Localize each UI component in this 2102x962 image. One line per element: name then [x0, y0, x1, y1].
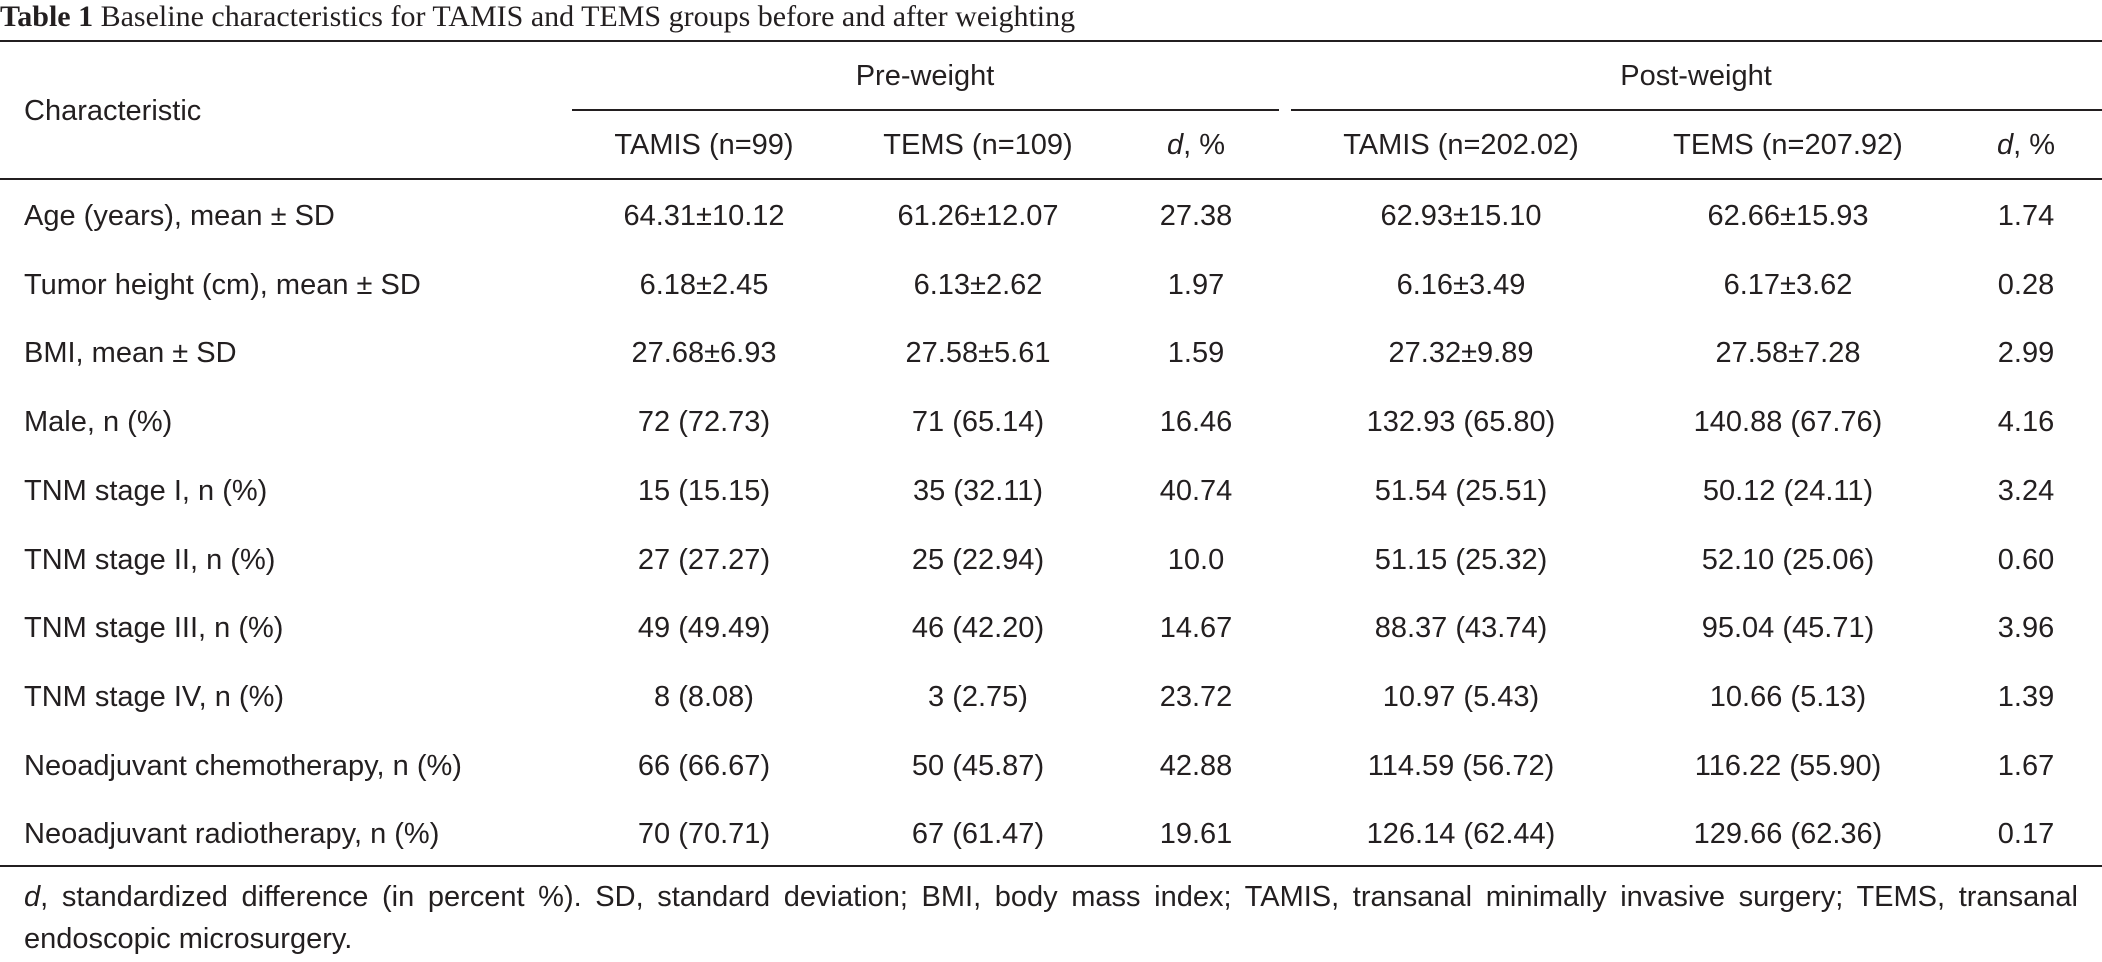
header-rule [0, 178, 2102, 180]
d-symbol: d [1166, 129, 1184, 161]
table-cell: 23.72 [1159, 681, 1233, 713]
table-cell: 0.28 [1997, 269, 2055, 301]
table-caption: Table 1 Baseline characteristics for TAM… [0, 0, 1075, 40]
d-symbol: d [1996, 129, 2014, 161]
table-cell: 27.58±7.28 [1715, 337, 1861, 369]
column-header: TEMS (n=109) [883, 129, 1073, 161]
table-cell: 8 (8.08) [654, 681, 754, 713]
table-cell: 72 (72.73) [637, 406, 771, 438]
table-cell: 71 (65.14) [911, 406, 1045, 438]
table-cell: 66 (66.67) [637, 750, 771, 782]
post-weight-underline [1291, 109, 2102, 111]
table-cell: 19.61 [1159, 818, 1233, 850]
column-header: TAMIS (n=202.02) [1343, 129, 1579, 161]
top-rule [0, 40, 2102, 42]
column-header-label: , % [1183, 129, 1226, 161]
table-cell: 3 (2.75) [928, 681, 1028, 713]
header-post-weight: Post-weight [1620, 60, 1772, 92]
table-cell: 3.24 [1997, 475, 2055, 507]
table-footnote: d, standardized difference (in percent %… [24, 876, 2078, 960]
table-cell: 51.54 (25.51) [1374, 475, 1548, 507]
table-cell: 35 (32.11) [912, 475, 1044, 507]
table-cell: 16.46 [1159, 406, 1233, 438]
table-cell: 50 (45.87) [911, 750, 1045, 782]
footnote-d-symbol: d [24, 881, 41, 913]
table-cell: 25 (22.94) [911, 544, 1045, 576]
row-label: TNM stage III, n (%) [24, 612, 284, 644]
table-cell: 10.0 [1167, 544, 1225, 576]
table-cell: 27.32±9.89 [1388, 337, 1534, 369]
table-cell: 42.88 [1159, 750, 1233, 782]
table-cell: 116.22 (55.90) [1694, 750, 1882, 782]
bottom-rule [0, 865, 2102, 867]
table-cell: 1.39 [1997, 681, 2055, 713]
column-header: d, % [1167, 125, 1225, 165]
table-cell: 6.16±3.49 [1396, 269, 1526, 301]
table-cell: 46 (42.20) [911, 612, 1045, 644]
table-cell: 6.13±2.62 [913, 269, 1043, 301]
table-caption-text: Baseline characteristics for TAMIS and T… [100, 0, 1076, 33]
table-cell: 51.15 (25.32) [1374, 544, 1548, 576]
column-header: TAMIS (n=99) [614, 129, 794, 161]
header-characteristic: Characteristic [24, 95, 202, 127]
row-label: Neoadjuvant radiotherapy, n (%) [24, 818, 440, 850]
table-cell: 0.17 [1997, 818, 2055, 850]
table-cell: 40.74 [1159, 475, 1233, 507]
row-label: Male, n (%) [24, 406, 173, 438]
row-label: TNM stage II, n (%) [24, 544, 276, 576]
header-pre-weight: Pre-weight [855, 60, 995, 92]
pre-weight-underline [572, 109, 1279, 111]
table-cell: 49 (49.49) [637, 612, 771, 644]
table-cell: 27 (27.27) [637, 544, 771, 576]
table-cell: 126.14 (62.44) [1366, 818, 1556, 850]
table-cell: 15 (15.15) [637, 475, 771, 507]
table-caption-label: Table 1 [0, 0, 94, 33]
table-cell: 2.99 [1997, 337, 2055, 369]
table-cell: 1.67 [1997, 750, 2055, 782]
row-label: Age (years), mean ± SD [24, 200, 335, 232]
table-cell: 140.88 (67.76) [1693, 406, 1883, 438]
table-cell: 27.58±5.61 [905, 337, 1051, 369]
table-cell: 6.18±2.45 [639, 269, 769, 301]
table-cell: 1.74 [1997, 200, 2055, 232]
table-cell: 61.26±12.07 [897, 200, 1059, 232]
table-cell: 129.66 (62.36) [1693, 818, 1883, 850]
table-cell: 67 (61.47) [911, 818, 1045, 850]
table-cell: 1.59 [1167, 337, 1225, 369]
table-cell: 64.31±10.12 [623, 200, 785, 232]
table-cell: 52.10 (25.06) [1701, 544, 1875, 576]
table-cell: 70 (70.71) [637, 818, 771, 850]
footnote-text: , standardized difference (in percent %)… [24, 881, 2078, 955]
table-cell: 62.93±15.10 [1380, 200, 1542, 232]
table-cell: 114.59 (56.72) [1367, 750, 1555, 782]
table-cell: 27.38 [1159, 200, 1233, 232]
row-label: TNM stage IV, n (%) [24, 681, 285, 713]
table-cell: 3.96 [1997, 612, 2055, 644]
table-cell: 10.66 (5.13) [1709, 681, 1867, 713]
table-cell: 1.97 [1167, 269, 1225, 301]
column-header: d, % [1997, 125, 2055, 165]
table-cell: 6.17±3.62 [1723, 269, 1853, 301]
table-cell: 14.67 [1159, 612, 1233, 644]
table-cell: 50.12 (24.11) [1702, 475, 1874, 507]
table-cell: 27.68±6.93 [631, 337, 777, 369]
row-label: BMI, mean ± SD [24, 337, 237, 369]
table-cell: 10.97 (5.43) [1382, 681, 1540, 713]
table-cell: 62.66±15.93 [1707, 200, 1869, 232]
row-label: Tumor height (cm), mean ± SD [24, 269, 421, 301]
table-cell: 132.93 (65.80) [1366, 406, 1556, 438]
column-header-label: , % [2013, 129, 2056, 161]
table-cell: 88.37 (43.74) [1374, 612, 1548, 644]
table-cell: 95.04 (45.71) [1701, 612, 1875, 644]
row-label: TNM stage I, n (%) [24, 475, 268, 507]
column-header: TEMS (n=207.92) [1673, 129, 1903, 161]
row-label: Neoadjuvant chemotherapy, n (%) [24, 750, 462, 782]
table-cell: 0.60 [1997, 544, 2055, 576]
table-cell: 4.16 [1997, 406, 2055, 438]
